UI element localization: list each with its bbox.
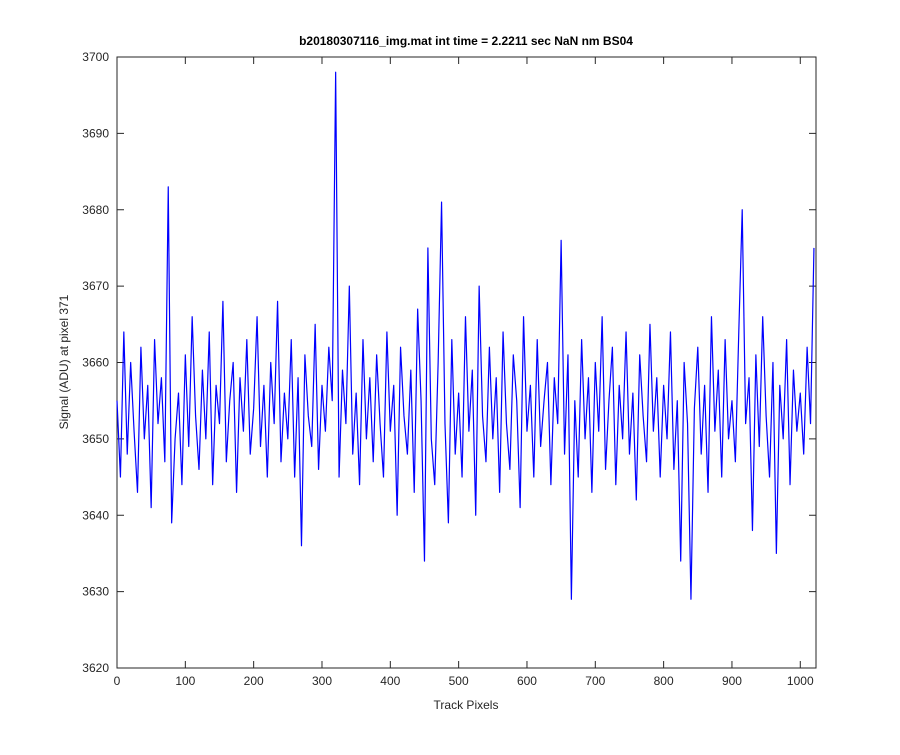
x-tick-label: 600: [517, 674, 537, 688]
data-line: [116, 71, 815, 600]
x-tick-label: 800: [654, 674, 674, 688]
y-tick-label: 3680: [82, 203, 109, 217]
x-tick-label: 900: [722, 674, 742, 688]
y-tick-label: 3650: [82, 432, 109, 446]
x-tick-label: 100: [175, 674, 195, 688]
x-tick-label: 400: [380, 674, 400, 688]
y-tick-label: 3640: [82, 508, 109, 522]
y-tick-label: 3660: [82, 356, 109, 370]
x-axis-label: Track Pixels: [434, 698, 499, 712]
chart-title: b20180307116_img.mat int time = 2.2211 s…: [299, 34, 633, 48]
x-tick-label: 1000: [787, 674, 814, 688]
x-tick-label: 200: [244, 674, 264, 688]
x-tick-label: 700: [585, 674, 605, 688]
x-tick-label: 0: [114, 674, 121, 688]
y-tick-label: 3620: [82, 661, 109, 675]
y-tick-label: 3670: [82, 279, 109, 293]
y-axis-label: Signal (ADU) at pixel 371: [57, 294, 71, 429]
x-tick-label: 500: [449, 674, 469, 688]
y-tick-label: 3700: [82, 50, 109, 64]
x-tick-label: 300: [312, 674, 332, 688]
y-tick-label: 3630: [82, 585, 109, 599]
y-tick-label: 3690: [82, 126, 109, 140]
